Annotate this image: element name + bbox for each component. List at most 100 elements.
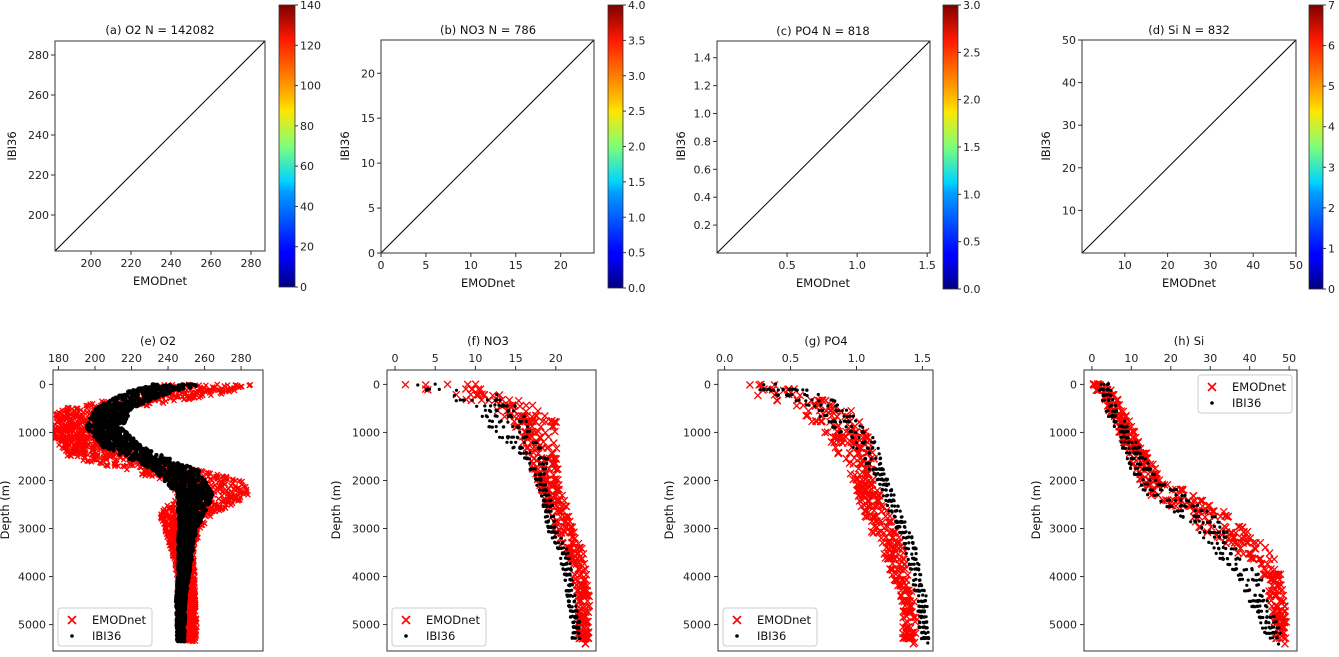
colorbar: 0 20 40 60 80 100 120 140	[278, 0, 321, 294]
colorbar-tick-label: 2.0	[628, 141, 646, 154]
y-tick-label: 1.0	[694, 108, 712, 121]
panel-a: (a) O2 N = 142082 EMODnet IBI36 0 20 40 60 8…	[5, 0, 321, 294]
colorbar-tick-label: 1.5	[628, 176, 646, 189]
colorbar-tick-label: 40	[300, 200, 314, 213]
y-tick-label: 0.6	[694, 163, 712, 176]
y-tick-label: 10	[361, 157, 375, 170]
y-tick-label: 280	[28, 49, 49, 62]
y-tick-label: 260	[28, 89, 49, 102]
y-tick-label: 0.8	[694, 135, 712, 148]
colorbar-tick-label: 1	[1328, 242, 1335, 255]
y-tick-label: 1.4	[694, 52, 712, 65]
y-tick-label: 5	[368, 202, 375, 215]
x-tick-label: 10	[464, 259, 478, 272]
colorbar-tick-label: 2	[1328, 202, 1335, 215]
panel-title: (d) Si N = 832	[1148, 23, 1230, 37]
axes-frame	[716, 40, 931, 254]
x-tick-label: 200	[81, 257, 102, 270]
colorbar-tick-label: 3.0	[628, 70, 646, 83]
colorbar-tick-label: 1.0	[628, 211, 646, 224]
colorbar-gradient	[278, 4, 296, 288]
colorbar-tick-label: 20	[300, 241, 314, 254]
colorbar-tick-label: 0.0	[628, 282, 646, 295]
colorbar-tick-label: 2.0	[963, 94, 981, 107]
colorbar-tick-label: 1.5	[963, 141, 981, 154]
colorbar: 0.0 0.5 1.0 1.5 2.0 2.5 3.0	[942, 0, 981, 296]
x-tick-label: 30	[1203, 259, 1217, 272]
x-axis-label: EMODnet	[133, 274, 187, 288]
x-tick-label: 260	[201, 257, 222, 270]
identity-line	[54, 40, 266, 252]
y-tick-label: 1.2	[694, 80, 712, 93]
x-axis-label: EMODnet	[1162, 276, 1216, 290]
panel-title: (c) PO4 N = 818	[776, 24, 869, 38]
x-axis-label: EMODnet	[461, 276, 515, 290]
panel-title: (b) NO3 N = 786	[440, 23, 536, 37]
x-tick-label: 50	[1289, 259, 1303, 272]
y-tick-label: 0.2	[694, 219, 712, 232]
colorbar-tick-label: 60	[300, 160, 314, 173]
x-tick-label: 280	[241, 257, 262, 270]
axes-frame	[1081, 39, 1297, 254]
colorbar-tick-label: 0.0	[963, 283, 981, 296]
colorbar-tick-label: 4.0	[628, 0, 646, 12]
y-axis-label: IBI36	[5, 131, 19, 160]
y-tick-label: 220	[28, 169, 49, 182]
panel-c: (c) PO4 N = 818 EMODnet IBI36 0.0 0.5 1.0 1…	[674, 0, 981, 296]
colorbar: 0.0 0.5 1.0 1.5 2.0 2.5 3.0 3.5 4.0	[607, 0, 646, 295]
colorbar-tick-label: 7	[1328, 0, 1335, 12]
colorbar-tick-label: 2.5	[963, 46, 981, 59]
x-tick-label: 0	[378, 259, 385, 272]
colorbar-tick-label: 4	[1328, 121, 1335, 134]
colorbar-gradient	[1308, 4, 1324, 290]
colorbar-tick-label: 100	[300, 80, 321, 93]
axes-frame	[54, 40, 266, 252]
colorbar-tick-label: 0.5	[963, 236, 981, 249]
x-tick-label: 40	[1246, 259, 1260, 272]
panel-b: (b) NO3 N = 786 EMODnet IBI36 0.0 0.5 1.0 1…	[338, 0, 646, 295]
y-tick-label: 30	[1062, 119, 1076, 132]
y-tick-label: 10	[1062, 204, 1076, 217]
y-tick-label: 0	[368, 247, 375, 260]
x-tick-label: 240	[161, 257, 182, 270]
y-tick-label: 240	[28, 129, 49, 142]
y-tick-label: 20	[361, 67, 375, 80]
x-tick-label: 5	[422, 259, 429, 272]
identity-line	[380, 39, 595, 254]
y-tick-label: 0.4	[694, 191, 712, 204]
colorbar-tick-label: 0	[300, 281, 307, 294]
panel-d: (d) Si N = 832 EMODnet IBI36 0 1 2 3 4 5 6 7 10…	[1039, 0, 1335, 296]
panel-title: (e) O2	[140, 334, 176, 348]
colorbar-tick-label: 3.0	[963, 0, 981, 12]
x-axis-label: EMODnet	[796, 276, 850, 290]
colorbar-tick-label: 140	[300, 0, 321, 12]
x-tick-label: 1.5	[918, 259, 936, 272]
x-tick-label: 0.5	[778, 259, 796, 272]
identity-line	[716, 40, 931, 254]
colorbar-tick-label: 3.5	[628, 34, 646, 47]
scatter-points	[53, 381, 254, 645]
colorbar-tick-label: 1.0	[963, 188, 981, 201]
y-tick-label: 40	[1062, 77, 1076, 90]
colorbar-tick-label: 120	[300, 39, 321, 52]
y-axis-label: IBI36	[338, 131, 352, 160]
colorbar-gradient	[607, 4, 624, 289]
x-tick-label: 20	[1161, 259, 1175, 272]
colorbar-tick-label: 5	[1328, 80, 1335, 93]
colorbar-tick-label: 2.5	[628, 105, 646, 118]
colorbar-tick-label: 80	[300, 120, 314, 133]
y-axis-label: IBI36	[1039, 131, 1053, 160]
x-tick-label: 10	[1118, 259, 1132, 272]
x-tick-label: 20	[554, 259, 568, 272]
colorbar-tick-label: 0	[1328, 283, 1335, 296]
colorbar-gradient	[942, 4, 959, 290]
y-tick-label: 200	[28, 209, 49, 222]
identity-line	[1081, 39, 1297, 254]
y-tick-label: 15	[361, 112, 375, 125]
x-tick-label: 1.0	[848, 259, 866, 272]
colorbar-tick-label: 3	[1328, 161, 1335, 174]
x-tick-label: 220	[121, 257, 142, 270]
axes-frame	[380, 39, 595, 254]
